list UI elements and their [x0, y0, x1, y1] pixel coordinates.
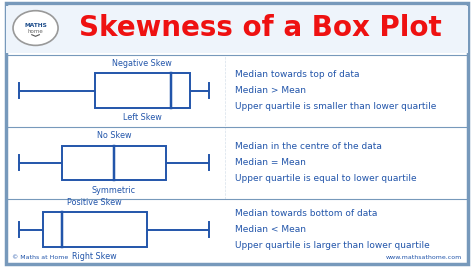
Text: Median < Mean: Median < Mean	[235, 225, 306, 234]
Text: Left Skew: Left Skew	[123, 113, 162, 123]
Bar	[43, 212, 147, 247]
Text: Upper quartile is larger than lower quartile: Upper quartile is larger than lower quar…	[235, 241, 429, 250]
Text: Positive Skew: Positive Skew	[67, 198, 122, 207]
Text: Skewness of a Box Plot: Skewness of a Box Plot	[79, 14, 442, 42]
Text: home: home	[27, 29, 44, 34]
Ellipse shape	[13, 11, 58, 45]
FancyBboxPatch shape	[6, 3, 468, 264]
Bar	[6, 6, 468, 53]
Text: www.mathsathome.com: www.mathsathome.com	[386, 255, 462, 260]
Text: No Skew: No Skew	[97, 131, 131, 140]
Text: Median towards bottom of data: Median towards bottom of data	[235, 209, 377, 218]
Bar	[95, 73, 190, 108]
Text: Median towards top of data: Median towards top of data	[235, 70, 359, 79]
Text: © Maths at Home: © Maths at Home	[12, 255, 68, 260]
Bar	[62, 146, 166, 180]
Text: Upper quartile is smaller than lower quartile: Upper quartile is smaller than lower qua…	[235, 102, 436, 111]
Text: Symmetric: Symmetric	[91, 186, 136, 195]
Text: Negative Skew: Negative Skew	[112, 59, 172, 68]
Text: Median in the centre of the data: Median in the centre of the data	[235, 142, 382, 151]
Text: Right Skew: Right Skew	[73, 252, 117, 261]
Text: MATHS: MATHS	[24, 23, 47, 28]
Text: Median > Mean: Median > Mean	[235, 86, 306, 95]
Text: Upper quartile is equal to lower quartile: Upper quartile is equal to lower quartil…	[235, 174, 416, 183]
Text: Median = Mean: Median = Mean	[235, 158, 306, 167]
